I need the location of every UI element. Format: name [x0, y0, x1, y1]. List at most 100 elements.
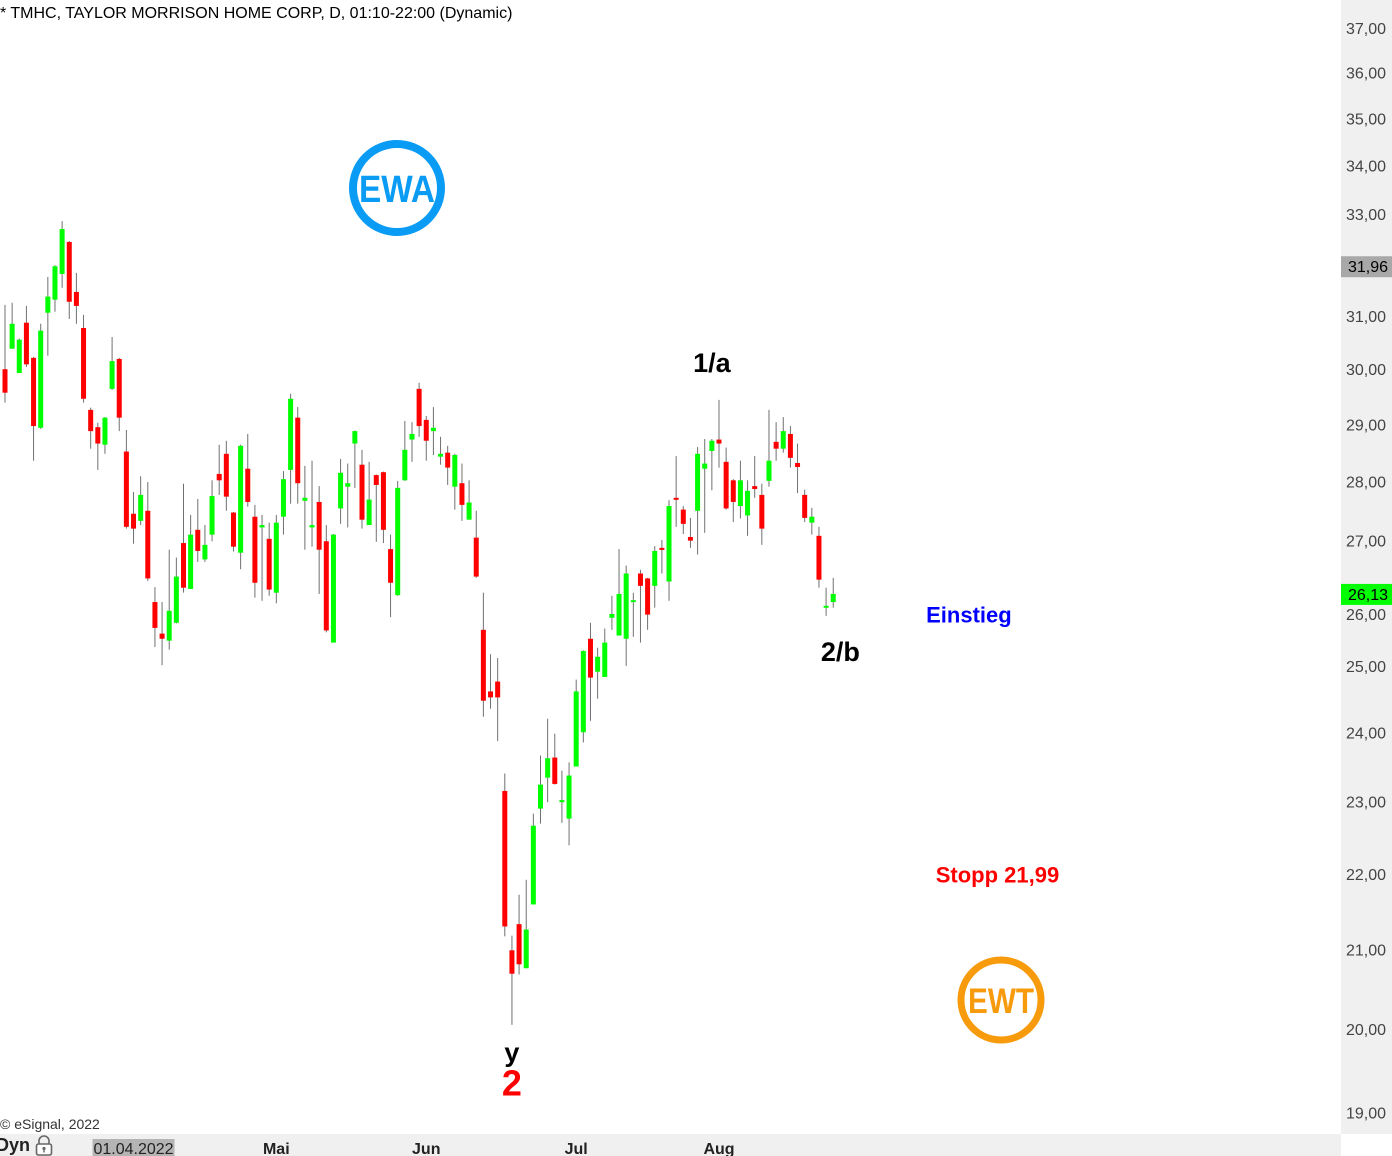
candle-body — [673, 497, 679, 500]
candle-body — [495, 681, 501, 698]
candle-body — [687, 537, 693, 541]
candle-up — [745, 480, 751, 536]
candle-up — [809, 507, 815, 535]
candle-body — [809, 516, 815, 523]
candle-body — [545, 758, 551, 778]
candle-down — [773, 422, 779, 461]
candle-up — [188, 514, 194, 589]
candle-up — [452, 453, 458, 510]
candle-up — [395, 480, 401, 596]
candle-body — [373, 475, 379, 485]
candle-up — [16, 338, 22, 374]
candle-body — [623, 573, 629, 639]
candle-up — [109, 336, 115, 390]
candle-up — [702, 439, 708, 533]
candle-body — [9, 323, 15, 349]
candle-body — [316, 501, 322, 550]
candle-down — [316, 486, 322, 594]
candle-body — [45, 296, 51, 313]
candle-down — [181, 483, 186, 593]
candle-body — [680, 509, 686, 524]
candle-up — [402, 421, 408, 481]
candle-body — [830, 593, 836, 603]
candle-up — [59, 221, 65, 288]
candle-up — [652, 546, 658, 608]
candle-body — [823, 605, 829, 608]
candle-body — [223, 453, 229, 497]
time-axis-bar[interactable] — [0, 1134, 1341, 1156]
candle-body — [787, 433, 793, 458]
candle-up — [559, 770, 565, 823]
candle-body — [245, 468, 251, 502]
lock-icon[interactable] — [34, 1135, 54, 1156]
candle-up — [695, 446, 701, 555]
candle-body — [152, 602, 158, 628]
candle-down — [816, 526, 822, 588]
candle-up — [409, 422, 415, 462]
candle-down — [473, 510, 479, 578]
candle-body — [309, 525, 315, 528]
candle-body — [31, 357, 37, 427]
candle-body — [538, 784, 543, 809]
candle-down — [380, 471, 386, 544]
candle-body — [702, 463, 708, 469]
candle-down — [95, 422, 101, 470]
candle-down — [680, 506, 686, 535]
candle-down — [587, 622, 593, 721]
candle-up — [530, 813, 536, 905]
candle-up — [102, 417, 108, 454]
candle-body — [773, 441, 779, 449]
candle-up — [666, 500, 672, 601]
candle-down — [31, 356, 37, 461]
candle-body — [438, 453, 444, 457]
candle-up — [330, 534, 336, 643]
candle-body — [816, 535, 822, 580]
candle-up — [538, 755, 543, 824]
candle-body — [323, 541, 329, 631]
candle-body — [780, 431, 786, 449]
candle-up — [766, 409, 772, 487]
candle-body — [459, 483, 465, 505]
candle-body — [666, 506, 672, 582]
candle-up — [595, 647, 601, 699]
candle-body — [552, 757, 558, 784]
candle-body — [102, 417, 108, 445]
dynamic-mode-label[interactable]: Dyn — [0, 1135, 31, 1155]
candle-body — [766, 460, 772, 481]
candle-body — [388, 549, 394, 583]
candle-body — [52, 266, 58, 300]
candle-up — [345, 463, 351, 528]
candle-body — [166, 610, 172, 641]
candle-down — [516, 894, 522, 975]
candle-body — [38, 330, 44, 428]
candle-body — [488, 691, 494, 698]
candle-up — [466, 480, 472, 520]
candle-down — [373, 474, 379, 542]
candle-up — [709, 439, 715, 491]
candle-down — [145, 482, 151, 581]
candle-body — [523, 929, 529, 969]
candle-down — [131, 491, 137, 544]
price-axis-panel[interactable] — [1341, 0, 1392, 1134]
candle-body — [380, 472, 386, 530]
svg-text:EWA: EWA — [359, 169, 435, 211]
candle-up — [259, 514, 265, 601]
candle-up — [566, 762, 572, 846]
candle-up — [202, 525, 208, 562]
candle-body — [695, 453, 701, 511]
ewt-logo: EWT — [957, 956, 1045, 1044]
candle-body — [395, 487, 401, 596]
candle-body — [616, 593, 622, 636]
candle-up — [288, 393, 294, 504]
candle-body — [802, 494, 808, 518]
candle-body — [587, 638, 593, 678]
candle-body — [131, 513, 137, 529]
candle-down — [752, 456, 758, 498]
candle-up — [280, 471, 286, 535]
candle-body — [716, 439, 722, 444]
candle-down — [195, 498, 201, 562]
candle-up — [238, 444, 244, 570]
candle-body — [238, 445, 244, 553]
candle-body — [402, 449, 408, 481]
